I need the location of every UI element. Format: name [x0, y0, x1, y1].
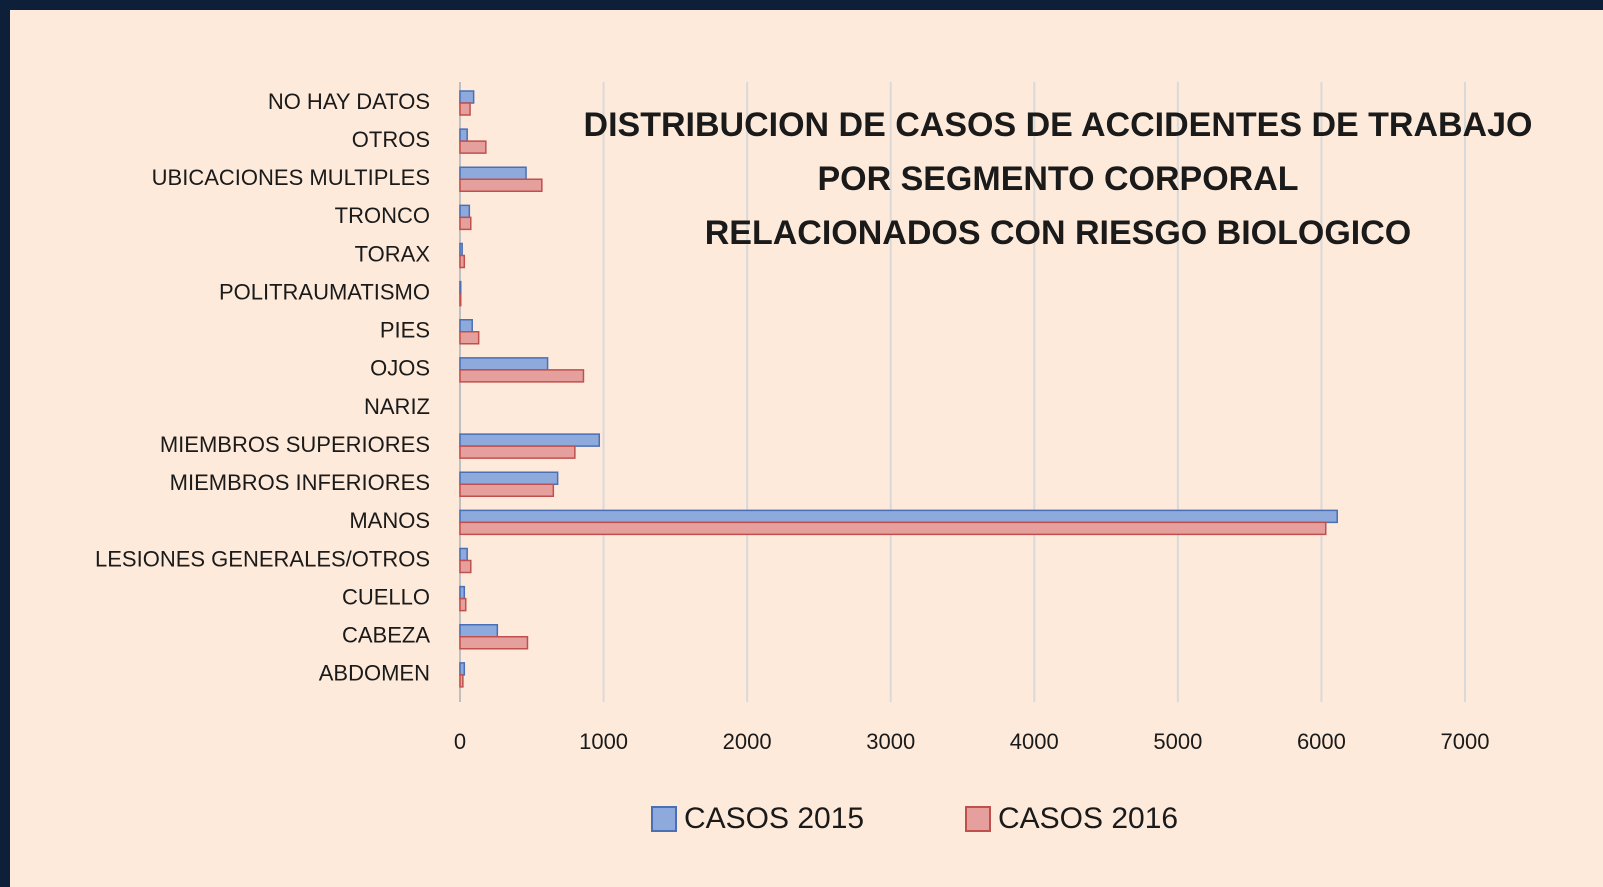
y-tick-label: CABEZA — [342, 623, 430, 648]
y-tick-label: CUELLO — [342, 584, 430, 609]
y-tick-label: TRONCO — [335, 203, 430, 228]
x-tick-label: 3000 — [866, 729, 915, 754]
y-tick-label: PIES — [380, 318, 430, 343]
legend-label: CASOS 2016 — [998, 802, 1178, 835]
y-tick-label: NARIZ — [364, 394, 430, 419]
y-tick-label: POLITRAUMATISMO — [219, 279, 430, 304]
y-tick-label: LESIONES GENERALES/OTROS — [95, 546, 430, 571]
x-tick-label: 1000 — [579, 729, 628, 754]
y-tick-label: MIEMBROS INFERIORES — [170, 470, 430, 495]
plot: 0 1000 2000 3000 4000 5000 6000 7000 DISTRIBUCIO… — [95, 82, 1532, 835]
bar — [459, 509, 1338, 524]
y-tick-label: TORAX — [355, 241, 431, 266]
y-tick-label: OJOS — [370, 356, 430, 381]
legend-swatch — [651, 806, 677, 832]
chart-title: RELACIONADOS CON RIESGO BIOLOGICO — [705, 214, 1411, 252]
bar — [459, 204, 471, 219]
bar — [459, 292, 462, 307]
bar — [459, 90, 475, 104]
bar — [459, 521, 1327, 536]
bar — [459, 280, 462, 295]
x-tick-label: 6000 — [1297, 729, 1346, 754]
bar — [459, 662, 466, 676]
legend-swatch — [965, 806, 991, 832]
x-tick-label: 0 — [454, 729, 466, 754]
bar — [459, 102, 471, 116]
bar — [459, 597, 467, 612]
bar — [459, 624, 499, 638]
legend-label: CASOS 2015 — [684, 802, 864, 835]
x-tick-label: 4000 — [1010, 729, 1059, 754]
bar — [459, 166, 527, 180]
y-tick-label: ABDOMEN — [319, 661, 430, 686]
bar — [459, 445, 576, 459]
chart-title: DISTRIBUCION DE CASOS DE ACCIDENTES DE T… — [584, 106, 1533, 144]
chart-background — [10, 10, 1603, 887]
bar — [459, 433, 601, 447]
bar — [459, 178, 543, 192]
x-tick-label: 7000 — [1441, 729, 1490, 754]
y-tick-label: NO HAY DATOS — [268, 89, 430, 114]
bar — [459, 585, 466, 600]
bar — [459, 369, 585, 383]
y-tick-label: OTROS — [352, 127, 430, 152]
bar — [459, 483, 555, 497]
bar — [459, 471, 559, 485]
bar — [459, 674, 464, 688]
bar — [459, 242, 463, 257]
y-tick-label: MIEMBROS SUPERIORES — [160, 432, 430, 457]
bar — [459, 547, 468, 562]
bar — [459, 559, 472, 574]
bar — [459, 319, 473, 333]
bar — [459, 128, 468, 142]
x-tick-label: 2000 — [723, 729, 772, 754]
bar — [459, 357, 549, 371]
y-tick-label: MANOS — [349, 508, 430, 533]
bar — [459, 636, 529, 650]
bar — [459, 331, 480, 345]
bar — [459, 254, 466, 269]
x-tick-label: 5000 — [1153, 729, 1202, 754]
bar — [459, 140, 487, 154]
bar — [459, 216, 472, 231]
y-tick-label: UBICACIONES MULTIPLES — [152, 165, 430, 190]
chart-title: POR SEGMENTO CORPORAL — [817, 160, 1298, 198]
